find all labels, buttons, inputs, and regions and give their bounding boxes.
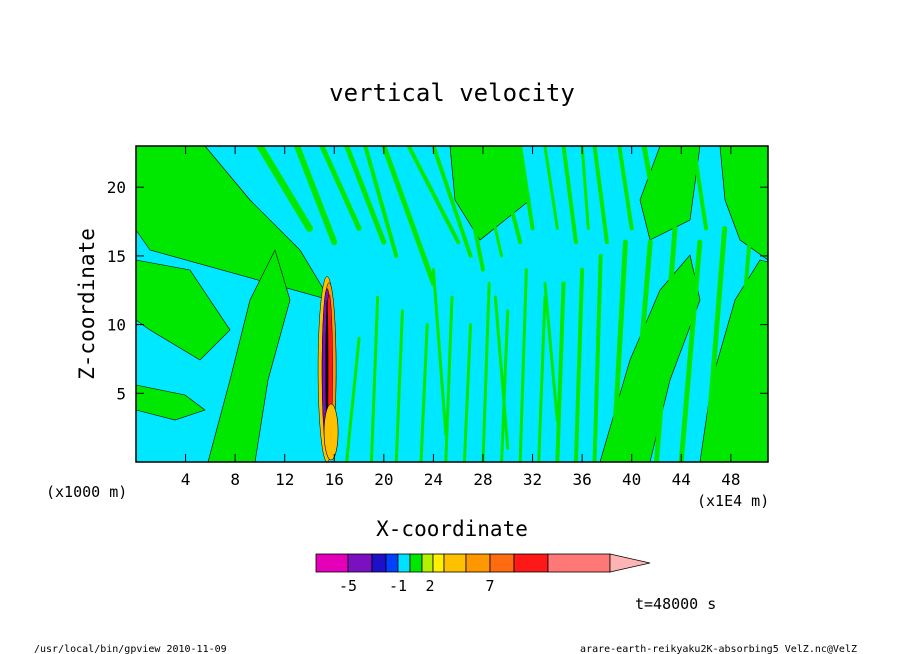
positive-band	[561, 146, 578, 245]
positive-band	[617, 146, 634, 231]
x-units-label: (x1000 m)	[46, 483, 127, 501]
positive-region	[136, 146, 331, 301]
positive-band	[543, 281, 559, 423]
colorbar-segment	[409, 553, 423, 573]
positive-band	[592, 253, 603, 462]
x-tick-label: 40	[622, 470, 641, 489]
positive-band	[345, 336, 361, 462]
x-tick-label: 16	[325, 470, 344, 489]
positive-band	[518, 268, 528, 462]
updraft-core	[323, 403, 339, 461]
x-tick-label: 20	[374, 470, 393, 489]
positive-band	[580, 146, 590, 230]
colorbar-segment	[421, 553, 434, 573]
positive-band	[728, 240, 752, 462]
colorbar-tick-label: -5	[339, 577, 357, 595]
time-label: t=48000 s	[635, 595, 716, 613]
footer-source: arare-earth-reikyaku2K-absorbing5_VelZ.n…	[580, 644, 857, 654]
positive-band	[462, 323, 473, 462]
positive-band	[703, 225, 728, 462]
positive-band	[294, 146, 338, 246]
colorbar: -5 -1 2 7	[315, 553, 651, 595]
positive-region	[719, 146, 768, 261]
positive-band	[641, 146, 659, 218]
y-tick-label: 20	[107, 178, 126, 197]
colorbar-segment	[489, 553, 515, 573]
positive-band	[369, 295, 380, 462]
positive-band	[475, 146, 504, 258]
x-tick-label: 4	[181, 470, 191, 489]
positive-band	[431, 268, 448, 437]
colorbar-segment	[347, 553, 373, 573]
colorbar-segment	[397, 553, 411, 573]
positive-band	[431, 146, 473, 258]
y-tick-label: 5	[116, 384, 126, 403]
positive-band	[610, 239, 628, 462]
colorbar-tick-label: 7	[485, 577, 494, 595]
positive-band	[256, 146, 313, 232]
positive-band	[493, 295, 510, 450]
x-tick-label: 44	[672, 470, 691, 489]
colorbar-segment	[547, 553, 611, 573]
positive-band	[381, 146, 436, 286]
colorbar-segment	[513, 553, 549, 573]
x-tick-label: 36	[572, 470, 591, 489]
positive-region	[207, 249, 291, 462]
x-scale-note: (x1E4 m)	[697, 492, 769, 510]
colorbar-segment	[432, 553, 445, 573]
positive-band	[653, 225, 678, 462]
colorbar-segment	[371, 553, 387, 573]
colorbar-segment	[465, 553, 491, 573]
positive-band	[500, 309, 510, 462]
positive-region	[136, 259, 231, 361]
y-axis: 5 10 15 20	[107, 178, 768, 403]
positive-band	[319, 146, 362, 231]
positive-band	[344, 146, 387, 245]
positive-band	[419, 323, 429, 462]
positive-band	[573, 267, 585, 462]
positive-band	[481, 281, 491, 462]
positive-band	[493, 146, 523, 245]
positive-band	[629, 239, 653, 462]
chart-title: vertical velocity	[329, 79, 575, 107]
positive-band	[456, 146, 485, 272]
positive-band	[543, 146, 559, 230]
x-tick-label: 48	[721, 470, 740, 489]
positive-band	[678, 239, 703, 462]
y-tick-label: 15	[107, 247, 126, 266]
x-tick-label: 8	[230, 470, 240, 489]
x-tick-label: 32	[523, 470, 542, 489]
positive-band	[691, 146, 709, 231]
x-axis: 4 8 12 16 20 24 28 32 36 40 44 48	[181, 146, 740, 489]
colorbar-tick-label: -1	[389, 577, 407, 595]
positive-band	[406, 146, 461, 245]
colorbar-segment	[443, 553, 467, 573]
y-axis-label: Z-coordinate	[75, 228, 99, 380]
footer-command: /usr/local/bin/gpview 2010-11-09	[34, 644, 227, 654]
x-tick-label: 24	[424, 470, 443, 489]
plot-area	[135, 145, 769, 463]
plot-frame	[135, 145, 769, 463]
positive-band	[555, 281, 566, 462]
positive-band	[666, 146, 684, 217]
positive-region	[449, 146, 531, 241]
positive-region	[136, 384, 206, 421]
positive-band	[518, 146, 535, 231]
positive-band	[394, 309, 404, 462]
x-tick-label: 12	[275, 470, 294, 489]
x-tick-label: 28	[473, 470, 492, 489]
colorbar-arrow	[609, 553, 651, 573]
positive-band	[363, 146, 399, 258]
positive-band	[537, 295, 547, 462]
y-tick-label: 10	[107, 316, 126, 335]
positive-band	[592, 146, 609, 245]
colorbar-tick-label: 2	[425, 577, 434, 595]
x-axis-label: X-coordinate	[376, 517, 528, 541]
contour-field	[136, 146, 768, 462]
colorbar-segment	[385, 553, 399, 573]
colorbar-segment	[315, 553, 349, 573]
